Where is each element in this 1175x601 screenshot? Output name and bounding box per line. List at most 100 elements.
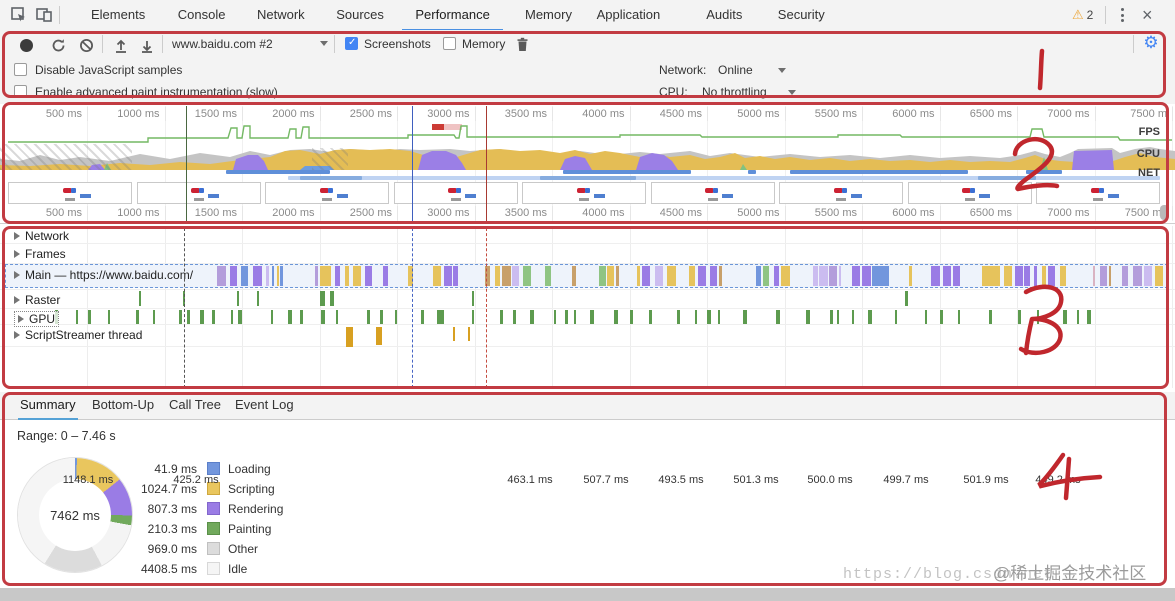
ruler-tick bbox=[87, 206, 88, 220]
gpu-bar bbox=[925, 310, 927, 324]
reload-icon[interactable] bbox=[49, 36, 67, 54]
kebab-menu-icon[interactable] bbox=[1115, 8, 1129, 22]
load-profile-icon[interactable] bbox=[112, 36, 130, 54]
overview-scrollbar[interactable] bbox=[1160, 205, 1169, 220]
chevron-down-icon[interactable] bbox=[778, 68, 786, 73]
inspect-element-icon[interactable] bbox=[8, 5, 30, 25]
track-main[interactable]: Main — https://www.baidu.com/ bbox=[14, 268, 193, 282]
gpu-bar bbox=[88, 310, 91, 324]
record-button[interactable] bbox=[18, 37, 34, 53]
thumbnail-footer bbox=[65, 198, 76, 201]
history-select-value: www.baidu.com #2 bbox=[172, 36, 273, 51]
chevron-down-icon[interactable] bbox=[788, 90, 796, 95]
script-streamer-bar bbox=[346, 327, 353, 347]
gridline bbox=[242, 226, 243, 388]
tab-network[interactable]: Network bbox=[257, 7, 305, 22]
frame-time-label: 499.7 ms bbox=[883, 474, 929, 486]
legend-row: 41.9 ms Loading bbox=[117, 461, 337, 477]
tab-call-tree[interactable]: Call Tree bbox=[169, 397, 222, 412]
flame-stripe bbox=[953, 266, 961, 286]
thumbnail-button bbox=[593, 194, 605, 198]
screenshot-thumbnail[interactable] bbox=[907, 182, 1032, 204]
warning-badge[interactable]: ⚠ 2 bbox=[1072, 0, 1093, 30]
track-network[interactable]: Network bbox=[14, 229, 69, 243]
frame-time-label: 425.2 ms bbox=[173, 474, 219, 486]
ruler-label: 6000 ms bbox=[892, 207, 935, 219]
track-raster[interactable]: Raster bbox=[14, 293, 60, 307]
expander-icon[interactable] bbox=[14, 296, 20, 304]
disable-js-checkbox[interactable] bbox=[14, 63, 27, 76]
tab-event-log[interactable]: Event Log bbox=[235, 397, 294, 412]
divider bbox=[162, 35, 163, 53]
cpu-throttle-value[interactable]: No throttling bbox=[702, 85, 767, 99]
screenshot-thumbnail[interactable] bbox=[8, 182, 132, 204]
watermark-url: https://blog.csdn.net bbox=[843, 566, 1054, 583]
screenshots-checkbox[interactable] bbox=[345, 37, 358, 50]
ruler-label: 1500 ms bbox=[194, 207, 237, 219]
capture-settings-gear-icon[interactable]: ⚙ bbox=[1143, 33, 1159, 53]
screenshot-thumbnail[interactable] bbox=[265, 182, 389, 204]
tab-security[interactable]: Security bbox=[777, 7, 825, 22]
legend-value: 4408.5 ms bbox=[140, 562, 197, 576]
timeline-overview[interactable]: 500 ms 1000 ms 1500 ms 2000 ms 2500 ms 3000 m… bbox=[0, 104, 1175, 224]
trash-icon[interactable] bbox=[513, 35, 531, 53]
tab-elements[interactable]: Elements bbox=[91, 7, 146, 22]
net-request-bar bbox=[540, 176, 636, 180]
track-script-streamer[interactable]: ScriptStreamer thread bbox=[14, 328, 142, 342]
ruler-label: 2500 ms bbox=[349, 207, 392, 219]
thumbnail-button bbox=[208, 194, 220, 198]
screenshot-thumbnail[interactable] bbox=[650, 182, 775, 204]
screenshot-thumbnail[interactable] bbox=[522, 182, 646, 204]
clear-icon[interactable] bbox=[77, 36, 95, 54]
track-gpu[interactable]: GPU bbox=[14, 311, 60, 327]
expander-icon[interactable] bbox=[14, 331, 20, 339]
gridline bbox=[1172, 226, 1173, 388]
thumbnail-logo bbox=[62, 188, 76, 193]
gridline bbox=[1017, 226, 1018, 388]
tab-sources[interactable]: Sources bbox=[336, 7, 384, 22]
expander-icon[interactable] bbox=[18, 315, 24, 323]
history-select[interactable]: www.baidu.com #2 bbox=[172, 35, 273, 52]
ruler-tick bbox=[1017, 206, 1018, 220]
ruler-label: 5000 ms bbox=[737, 108, 780, 120]
flame-stripe bbox=[217, 266, 226, 286]
expander-icon[interactable] bbox=[14, 271, 20, 279]
tab-memory[interactable]: Memory bbox=[525, 7, 572, 22]
tab-application[interactable]: Application bbox=[596, 7, 661, 22]
expander-icon[interactable] bbox=[14, 250, 20, 258]
paint-instrumentation-checkbox[interactable] bbox=[14, 85, 27, 98]
flame-stripe bbox=[408, 266, 414, 286]
legend-swatch bbox=[207, 482, 220, 495]
gpu-bar bbox=[554, 310, 556, 324]
save-profile-icon[interactable] bbox=[138, 36, 156, 54]
thumbnail-logo bbox=[1090, 188, 1104, 193]
network-throttle-value[interactable]: Online bbox=[718, 63, 753, 77]
ruler-label: 2000 ms bbox=[272, 108, 315, 120]
ruler-tick bbox=[164, 107, 166, 121]
main-thread-row[interactable] bbox=[5, 264, 1168, 288]
gridline bbox=[862, 226, 863, 388]
thumbnail-footer bbox=[964, 198, 975, 201]
tab-performance[interactable]: Performance bbox=[402, 0, 503, 31]
ruler-tick bbox=[862, 206, 863, 220]
close-icon[interactable]: × bbox=[1142, 5, 1153, 25]
tab-bottom-up[interactable]: Bottom-Up bbox=[92, 397, 155, 412]
tab-console[interactable]: Console bbox=[177, 7, 226, 22]
track-frames[interactable]: Frames bbox=[14, 247, 66, 261]
screenshot-thumbnail[interactable] bbox=[136, 182, 261, 204]
thumbnail-button bbox=[1107, 194, 1119, 198]
tab-summary[interactable]: Summary bbox=[18, 392, 78, 421]
ruler-tick bbox=[1094, 206, 1096, 220]
memory-checkbox[interactable] bbox=[443, 37, 456, 50]
expander-icon[interactable] bbox=[14, 232, 20, 240]
raster-bar bbox=[472, 291, 474, 306]
gpu-bar bbox=[187, 310, 190, 324]
tab-audits[interactable]: Audits bbox=[706, 7, 743, 22]
device-toolbar-icon[interactable] bbox=[33, 5, 55, 25]
screenshot-thumbnail[interactable] bbox=[779, 182, 903, 204]
ruler-label: 3000 ms bbox=[427, 207, 470, 219]
gpu-bar bbox=[574, 310, 576, 324]
screenshot-thumbnail[interactable] bbox=[1036, 182, 1160, 204]
load-dashed-line bbox=[486, 228, 487, 388]
